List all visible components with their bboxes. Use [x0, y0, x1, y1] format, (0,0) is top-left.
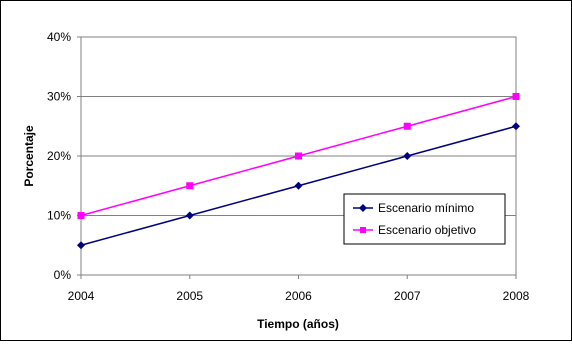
x-tick-label: 2005: [176, 289, 203, 303]
legend: Escenario mínimo Escenario objetivo: [343, 193, 506, 245]
x-tick-label: 2004: [68, 289, 95, 303]
legend-box: [343, 193, 506, 245]
data-point-diamond: [403, 152, 412, 160]
y-tick-label: 30%: [47, 90, 71, 104]
data-point-square: [512, 93, 520, 100]
y-tick-label: 40%: [47, 30, 71, 44]
data-point-square: [295, 152, 302, 160]
x-tick-label: 2008: [503, 289, 530, 303]
data-point-diamond: [294, 181, 303, 190]
legend-marker-objetivo: [360, 227, 366, 233]
data-point-diamond: [77, 241, 85, 250]
x-tick-label: 2006: [285, 289, 312, 303]
legend-marker-minimo: [359, 204, 367, 212]
data-point-square: [403, 122, 411, 130]
data-point-diamond: [185, 211, 194, 220]
legend-label-objetivo: Escenario objetivo: [378, 223, 476, 237]
y-axis-title: Porcentaje: [22, 125, 36, 187]
series-group: [77, 93, 520, 250]
y-tick-label: 20%: [47, 149, 71, 163]
axis-ticks: 0% 10% 20% 30% 40% 2004 2005 2006 2007 2008: [47, 30, 530, 303]
legend-label-minimo: Escenario mínimo: [378, 201, 474, 215]
line-chart: 0% 10% 20% 30% 40% 2004 2005 2006 2007 2008 Tiemp…: [22, 30, 530, 331]
y-tick-label: 10%: [47, 209, 71, 223]
data-point-square: [186, 182, 194, 190]
data-point-square: [77, 212, 85, 219]
y-tick-label: 0%: [54, 268, 72, 282]
x-tick-label: 2007: [394, 289, 421, 303]
data-point-diamond: [512, 122, 520, 131]
x-axis-title: Tiempo (años): [257, 317, 339, 331]
